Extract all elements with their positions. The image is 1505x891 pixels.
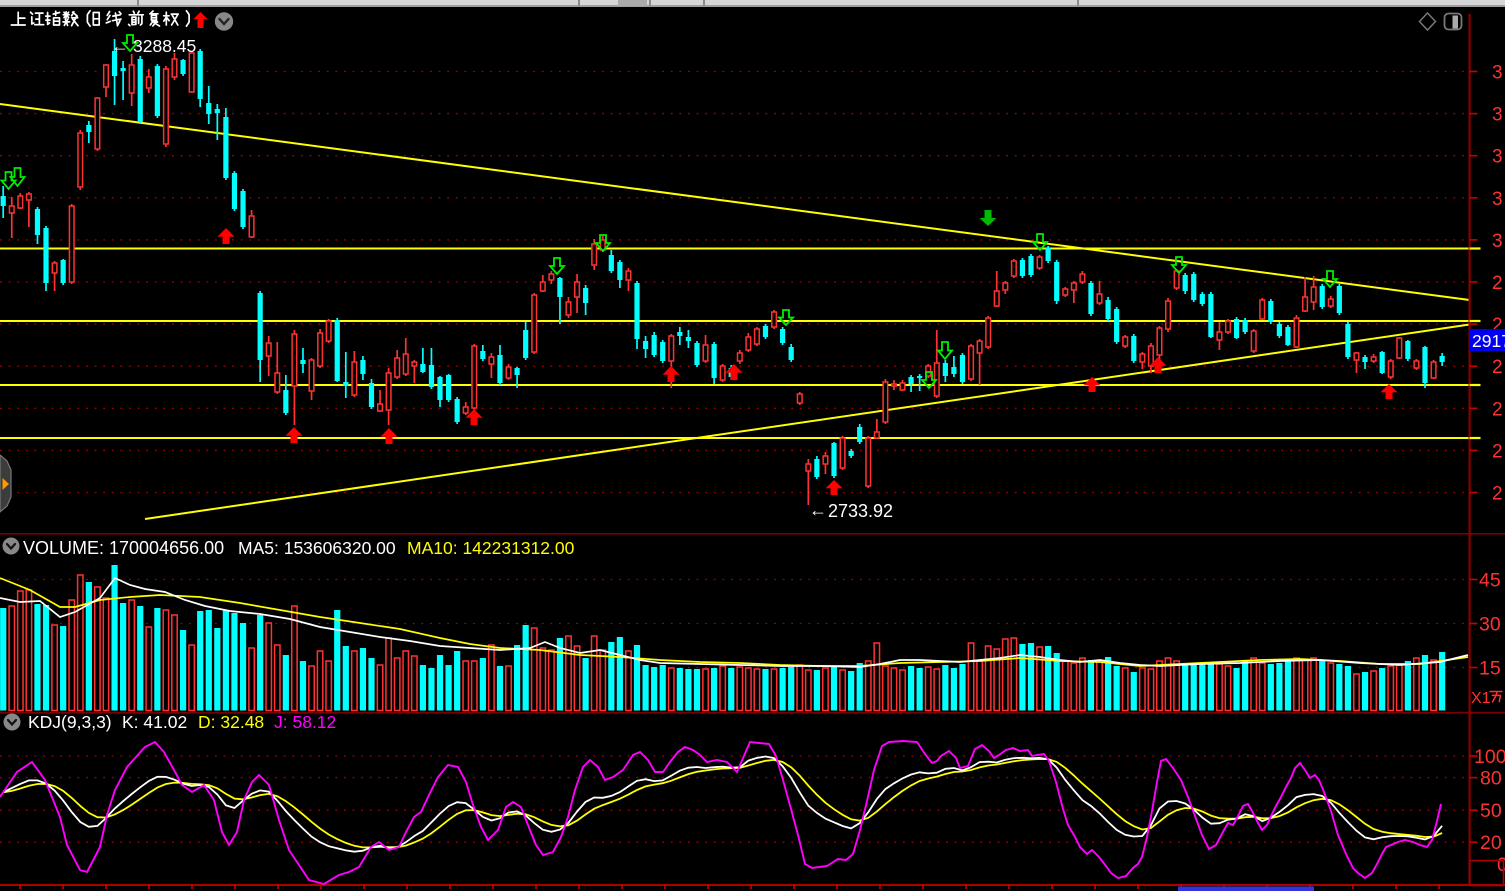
- svg-text:50: 50: [1480, 800, 1502, 822]
- svg-text:0: 0: [1497, 854, 1505, 876]
- svg-text:X1: X1: [1471, 690, 1491, 707]
- svg-text:D: 32.48: D: 32.48: [198, 712, 264, 732]
- svg-text:MA10: 142231312.00: MA10: 142231312.00: [407, 538, 575, 558]
- svg-text:45: 45: [1479, 570, 1501, 592]
- svg-text:3: 3: [1492, 231, 1503, 252]
- svg-text:KDJ(9,3,3): KDJ(9,3,3): [28, 712, 112, 732]
- svg-text:3: 3: [1492, 147, 1503, 168]
- svg-text:30: 30: [1479, 614, 1501, 636]
- svg-text:3288.45: 3288.45: [133, 36, 196, 56]
- svg-text:K: 41.02: K: 41.02: [122, 712, 187, 732]
- svg-text:←: ←: [809, 500, 827, 520]
- svg-text:2917: 2917: [1472, 331, 1505, 351]
- svg-text:2: 2: [1492, 273, 1503, 294]
- svg-text:3: 3: [1492, 63, 1503, 84]
- svg-text:100: 100: [1474, 746, 1505, 768]
- svg-text:80: 80: [1480, 768, 1502, 790]
- svg-text:3: 3: [1492, 189, 1503, 210]
- svg-text:2: 2: [1492, 484, 1503, 505]
- svg-text:3: 3: [1492, 105, 1503, 126]
- svg-text:2: 2: [1492, 441, 1503, 462]
- svg-text:2733.92: 2733.92: [828, 501, 893, 521]
- svg-text:20: 20: [1480, 832, 1502, 854]
- svg-text:2: 2: [1492, 315, 1503, 336]
- svg-text:VOLUME: 170004656.00: VOLUME: 170004656.00: [23, 538, 224, 558]
- svg-text:2: 2: [1492, 399, 1503, 420]
- svg-text:MA5: 153606320.00: MA5: 153606320.00: [238, 538, 396, 558]
- svg-text:J: 58.12: J: 58.12: [274, 712, 336, 732]
- svg-text:2: 2: [1492, 357, 1503, 378]
- svg-text:15: 15: [1479, 658, 1501, 680]
- svg-text:←: ←: [111, 36, 129, 56]
